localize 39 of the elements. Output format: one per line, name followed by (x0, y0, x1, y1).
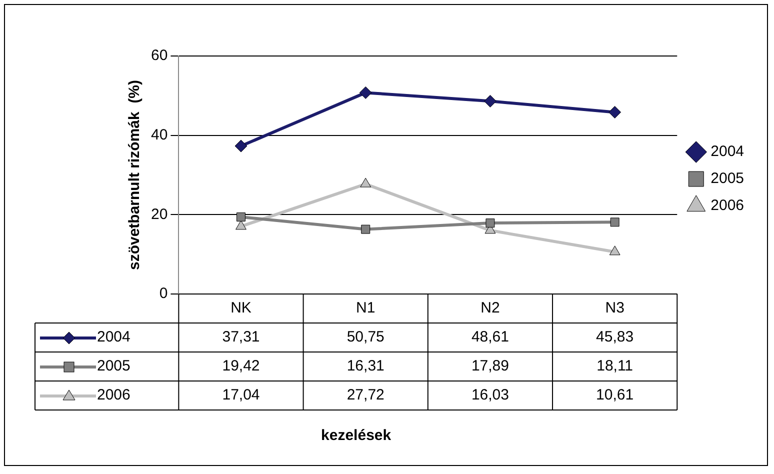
point (236, 212, 246, 222)
point (359, 86, 372, 99)
legend-label: 2005 (710, 170, 744, 188)
data-label: 17,04 (222, 386, 260, 404)
point (361, 224, 370, 234)
y-tick-label: 60 (150, 47, 168, 64)
data-label: 50,75 (346, 328, 384, 346)
y-tick-label: 20 (150, 206, 168, 223)
data-label: 37,31 (222, 328, 260, 346)
y-axis-title: szövetbarnult rizómák (%) (126, 80, 144, 270)
point (484, 94, 496, 108)
point (236, 220, 246, 230)
data-label: 16,03 (471, 386, 509, 404)
text: 2004 (97, 328, 130, 346)
y-tick-label: 0 (159, 285, 168, 302)
legend-label: 2004 (710, 143, 744, 160)
point (360, 178, 372, 188)
x-tick-label: NK (230, 300, 252, 317)
x-tick-label: N2 (480, 300, 500, 317)
data-label: 17,89 (471, 358, 509, 375)
data-label: 10,61 (596, 386, 634, 404)
point (609, 246, 620, 256)
x-tick-label: N1 (356, 300, 376, 317)
point (486, 218, 495, 228)
legend-label: 2006 (710, 197, 744, 214)
text: kezelések (321, 427, 392, 444)
text: 2006 (97, 386, 130, 404)
data-label: 45,83 (596, 328, 634, 346)
data-label: 19,42 (222, 358, 260, 375)
data-label: 48,61 (471, 328, 509, 346)
data-label: 27,72 (346, 386, 384, 404)
x-tick-label: N3 (605, 300, 624, 317)
point (610, 218, 620, 227)
point (234, 140, 248, 152)
point (608, 106, 622, 118)
data-label: 16,31 (346, 358, 384, 375)
text: 2005 (97, 358, 130, 375)
data-label: 18,11 (596, 358, 634, 375)
y-tick-label: 40 (150, 126, 168, 144)
